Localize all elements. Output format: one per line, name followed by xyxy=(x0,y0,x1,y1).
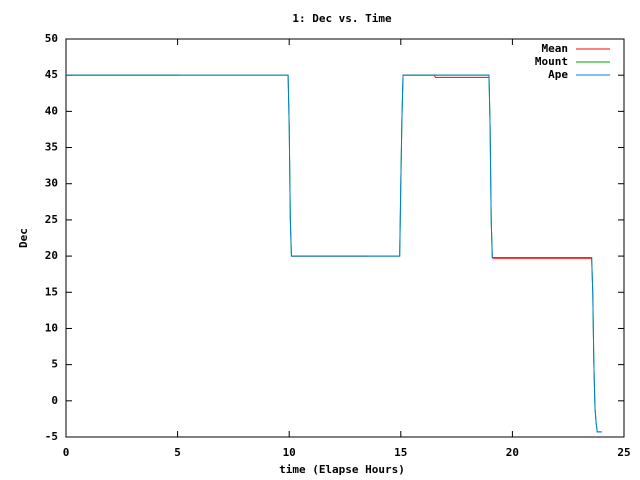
y-tick-label: 20 xyxy=(45,249,58,262)
y-tick-label: -5 xyxy=(45,430,58,443)
y-tick-label: 35 xyxy=(45,141,58,154)
y-tick-label: 30 xyxy=(45,177,58,190)
y-tick-label: 50 xyxy=(45,32,58,45)
x-tick-label: 20 xyxy=(506,446,519,459)
legend-label: Mean xyxy=(542,42,569,55)
y-tick-label: 5 xyxy=(51,358,58,371)
series-line xyxy=(66,74,602,433)
y-axis-label: Dec xyxy=(17,228,30,248)
x-tick-label: 25 xyxy=(617,446,630,459)
chart-title: 1: Dec vs. Time xyxy=(292,12,392,25)
y-tick-label: 10 xyxy=(45,321,58,334)
x-tick-label: 5 xyxy=(174,446,181,459)
x-tick-label: 10 xyxy=(283,446,296,459)
plot-border xyxy=(65,38,625,438)
y-tick-label: 0 xyxy=(51,394,58,407)
y-tick-label: 15 xyxy=(45,285,58,298)
x-tick-label: 15 xyxy=(394,446,407,459)
y-tick-label: 45 xyxy=(45,68,58,81)
y-tick-label: 25 xyxy=(45,213,58,226)
x-axis-label: time (Elapse Hours) xyxy=(279,463,405,476)
y-tick-label: 40 xyxy=(45,104,58,117)
legend-label: Mount xyxy=(535,55,568,68)
x-tick-label: 0 xyxy=(63,446,70,459)
legend-label: Ape xyxy=(548,68,568,81)
